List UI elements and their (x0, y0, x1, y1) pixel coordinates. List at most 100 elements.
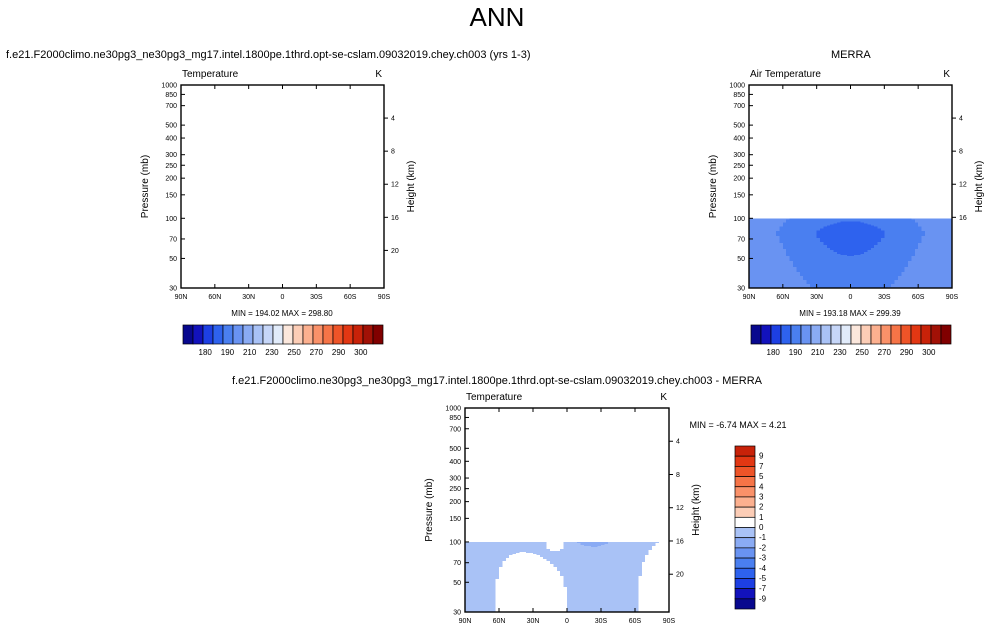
obs-cell (769, 223, 774, 225)
obs-cell (799, 221, 804, 223)
obs-cell (843, 222, 848, 224)
model-ztick-label: 4 (391, 116, 395, 123)
model-colorbar-swatch (302, 324, 314, 345)
obs-cell (796, 229, 801, 231)
obs-cell (874, 227, 879, 229)
obs-cell (830, 222, 835, 224)
obs-cell (911, 228, 916, 230)
obs-cell (840, 228, 845, 230)
obs-cell (894, 220, 899, 222)
obs-cell (938, 220, 943, 222)
obs-cell (918, 226, 923, 228)
model-ztick-label: 20 (391, 248, 399, 255)
obs-cell (830, 218, 835, 220)
obs-cell (840, 219, 845, 221)
obs-cell (857, 219, 862, 221)
obs-cell (894, 225, 899, 227)
model-ytick-label: 100 (165, 216, 177, 223)
obs-cell (853, 218, 858, 220)
obs-cell (803, 219, 808, 221)
obs-cell (806, 220, 811, 222)
obs-cell (887, 227, 892, 229)
obs-cell (867, 222, 872, 224)
obs-cell (836, 222, 841, 224)
obs-cell (867, 229, 872, 231)
obs-cell (884, 221, 889, 223)
obs-cell (792, 223, 797, 225)
obs-cell (931, 222, 936, 224)
obs-cell (911, 225, 916, 227)
obs-cell (806, 218, 811, 220)
obs-cell (880, 219, 885, 221)
obs-cell (836, 223, 841, 225)
obs-cell (759, 225, 764, 227)
obs-cell (853, 228, 858, 230)
obs-cell (941, 219, 946, 221)
obs-cell (782, 221, 787, 223)
obs-cell (752, 228, 757, 230)
obs-cell (759, 226, 764, 228)
obs-cell (782, 222, 787, 224)
obs-cell (809, 227, 814, 229)
obs-cell (897, 223, 902, 225)
obs-cell (749, 220, 753, 222)
obs-cell (847, 226, 852, 228)
obs-cell (897, 227, 902, 229)
obs-cell (880, 222, 885, 224)
obs-cell (830, 227, 835, 229)
obs-cell (813, 221, 818, 223)
obs-cell (826, 228, 831, 230)
obs-cell (847, 229, 852, 231)
obs-cell (880, 226, 885, 228)
obs-cell (769, 229, 774, 231)
obs-cell (820, 222, 825, 224)
obs-cell (864, 223, 869, 225)
obs-cell (938, 222, 943, 224)
obs-cell (918, 224, 923, 226)
obs-cell (877, 222, 882, 224)
obs-cell (789, 224, 794, 226)
obs-cell (918, 228, 923, 230)
obs-cell (799, 226, 804, 228)
obs-cell (803, 222, 808, 224)
obs-cell (904, 220, 909, 222)
obs-cell (813, 223, 818, 225)
obs-cell (840, 218, 845, 220)
obs-cell (924, 219, 929, 221)
obs-cell (928, 221, 933, 223)
obs-cell (836, 227, 841, 229)
obs-cell (820, 221, 825, 223)
obs-cell (782, 227, 787, 229)
obs-cell (853, 221, 858, 223)
obs-cell (877, 226, 882, 228)
obs-cell (948, 227, 953, 229)
obs-cell (840, 223, 845, 225)
obs-cell (904, 221, 909, 223)
obs-cell (921, 220, 926, 222)
obs-cell (789, 222, 794, 224)
model-ytick-label: 850 (165, 92, 177, 99)
obs-cell (765, 223, 770, 225)
model-xtick-label: 60S (344, 294, 357, 301)
obs-cell (941, 223, 946, 225)
obs-cell (931, 219, 936, 221)
obs-cell (833, 221, 838, 223)
obs-cell (891, 220, 896, 222)
obs-cell (836, 228, 841, 230)
obs-cell (799, 223, 804, 225)
obs-cell (847, 223, 852, 225)
obs-cell (826, 227, 831, 229)
obs-cell (813, 222, 818, 224)
model-xtick-label: 30S (310, 294, 323, 301)
obs-cell (840, 222, 845, 224)
obs-cell (772, 220, 777, 222)
obs-chart: 3050701001502002503004005007008501000481… (708, 69, 985, 301)
obs-cell (897, 225, 902, 227)
obs-cell (877, 224, 882, 226)
obs-cell (776, 228, 781, 230)
obs-cell (826, 229, 831, 231)
obs-cell (911, 223, 916, 225)
obs-cell (867, 228, 872, 230)
obs-cell (752, 226, 757, 228)
obs-cell (752, 222, 757, 224)
